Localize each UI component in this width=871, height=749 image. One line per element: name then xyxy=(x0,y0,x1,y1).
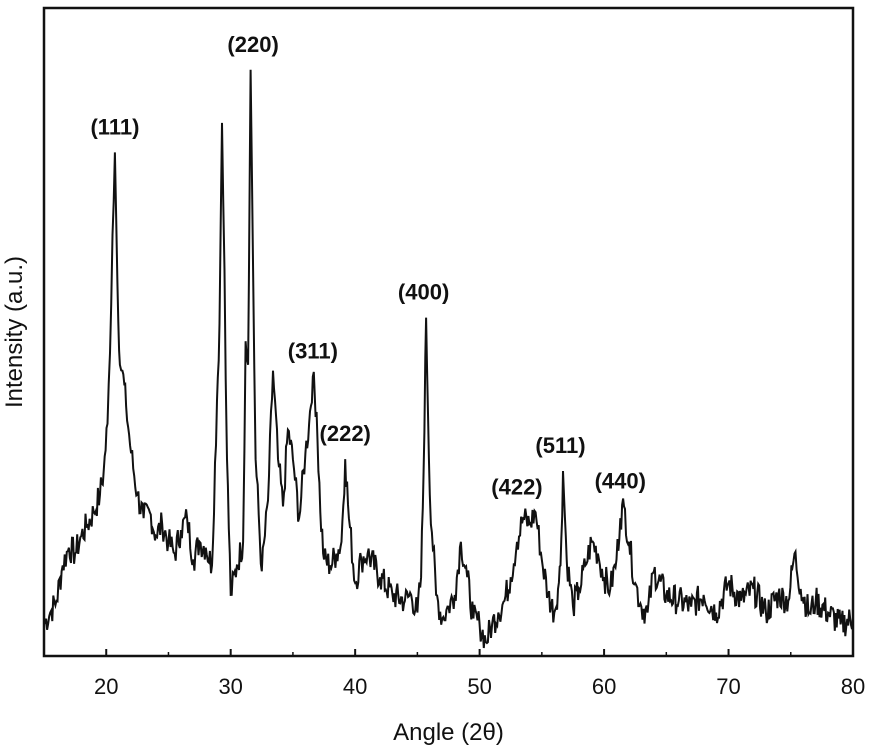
series-line xyxy=(43,69,854,649)
y-axis-title: Intensity (a.u.) xyxy=(1,256,28,408)
plot-area: 20 30 40 50 60 70 80 (111) (220) (311) (222) (400)… xyxy=(42,6,865,699)
x-tick-label-50: 50 xyxy=(467,674,491,699)
x-tick-label-20: 20 xyxy=(94,674,118,699)
x-axis-ticks: 20 30 40 50 60 70 80 xyxy=(43,649,865,699)
peak-label: (111) xyxy=(90,114,139,139)
peak-label: (220) xyxy=(227,32,278,57)
x-tick-label-40: 40 xyxy=(343,674,367,699)
plot-frame xyxy=(42,6,855,658)
peak-label: (311) xyxy=(288,339,338,364)
x-tick-label-70: 70 xyxy=(716,674,740,699)
x-tick-label-80: 80 xyxy=(841,674,865,699)
x-tick-label-60: 60 xyxy=(592,674,616,699)
x-axis-title: Angle (2θ) xyxy=(393,719,504,746)
peak-label: (222) xyxy=(320,421,371,446)
peak-label: (422) xyxy=(491,474,542,499)
x-tick-label-30: 30 xyxy=(218,674,242,699)
peak-label: (400) xyxy=(398,280,449,305)
peak-label: (440) xyxy=(595,468,646,493)
peak-labels: (111) (220) (311) (222) (400) (422) (511) (440) xyxy=(90,32,646,499)
peak-label: (511) xyxy=(535,433,585,458)
